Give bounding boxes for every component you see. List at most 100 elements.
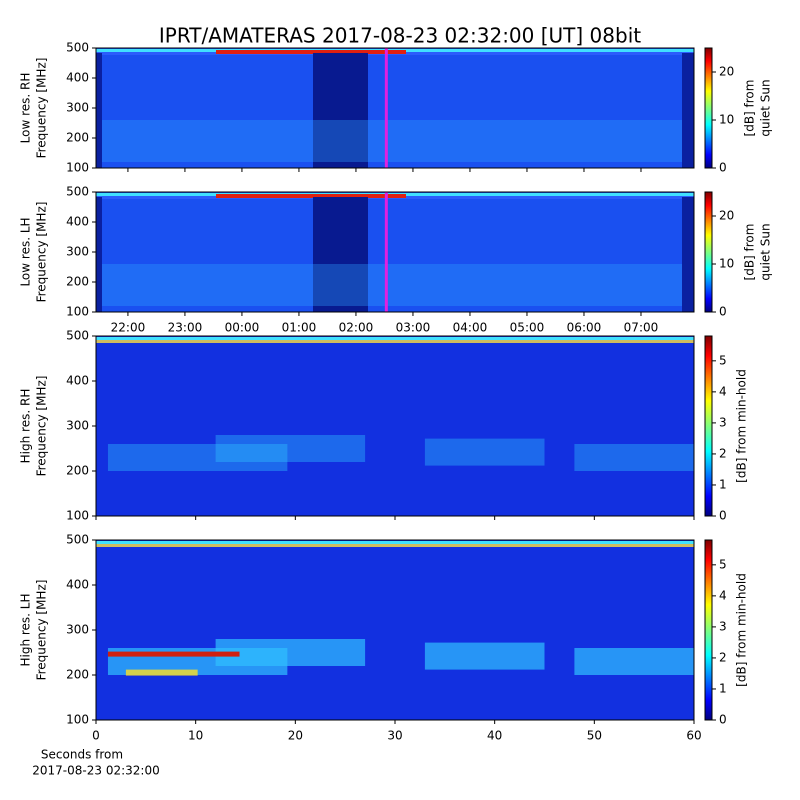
spectrogram-edge	[682, 53, 694, 168]
x-tick-label: 22:00	[111, 321, 146, 335]
spectrogram-burst	[424, 642, 545, 670]
y-axis-label: Low res. RH	[19, 73, 33, 144]
colorbar-tick-label: 1	[719, 477, 727, 491]
colorbar-tick-label: 0	[719, 305, 727, 319]
y-tick-label: 200	[66, 668, 89, 682]
x-caption: 2017-08-23 02:32:00	[32, 764, 159, 778]
spectrogram-burst	[424, 438, 545, 466]
x-tick-label: 10	[188, 729, 203, 743]
x-tick-label: 07:00	[624, 321, 659, 335]
spectrogram-band	[96, 340, 694, 343]
colorbar-tick-label: 20	[719, 65, 734, 79]
x-tick-label: 01:00	[282, 321, 317, 335]
x-tick-label: 30	[387, 729, 402, 743]
x-tick-label: 20	[288, 729, 303, 743]
colorbar-label: [dB] from min-hold	[735, 573, 749, 687]
y-tick-label: 300	[66, 101, 89, 115]
y-tick-label: 200	[66, 275, 89, 289]
spectrogram	[96, 192, 694, 312]
y-tick-label: 400	[66, 578, 89, 592]
y-axis-label: High res. LH	[19, 593, 33, 666]
y-tick-label: 200	[66, 131, 89, 145]
colorbar-tick-label: 2	[719, 650, 727, 664]
spectrogram-band	[96, 544, 694, 547]
spectrogram-band	[96, 120, 694, 162]
colorbar	[704, 539, 713, 721]
spectrogram-band	[216, 194, 406, 198]
y-tick-label: 300	[66, 245, 89, 259]
y-tick-label: 300	[66, 419, 89, 433]
y-tick-label: 400	[66, 215, 89, 229]
colorbar-label: [dB] from	[743, 80, 757, 137]
y-axis-label: Low res. LH	[19, 217, 33, 286]
spectrogram-band	[96, 337, 694, 340]
y-tick-label: 500	[66, 329, 89, 343]
spectrogram	[96, 48, 694, 168]
colorbar-label: quiet Sun	[759, 79, 773, 136]
spectrogram-burst	[107, 651, 240, 657]
y-axis-label: Frequency [MHz]	[35, 58, 49, 159]
figure-title: IPRT/AMATERAS 2017-08-23 02:32:00 [UT] 0…	[159, 24, 641, 48]
spectrogram-burst	[574, 444, 694, 471]
y-axis-label: Frequency [MHz]	[35, 202, 49, 303]
y-tick-label: 400	[66, 71, 89, 85]
spectrogram-burst	[574, 648, 694, 675]
y-axis-label: Frequency [MHz]	[35, 580, 49, 681]
colorbar-tick-label: 0	[719, 713, 727, 727]
y-tick-label: 400	[66, 374, 89, 388]
x-tick-label: 00:00	[225, 321, 260, 335]
y-tick-label: 100	[66, 713, 89, 727]
spectrogram-burst	[107, 444, 288, 471]
spectrogram-band	[216, 50, 406, 54]
y-tick-label: 500	[66, 533, 89, 547]
colorbar-tick-label: 0	[719, 161, 727, 175]
spectrogram-band	[96, 264, 694, 306]
colorbar-tick-label: 10	[719, 113, 734, 127]
colorbar-tick-label: 5	[719, 557, 727, 571]
y-tick-label: 500	[66, 41, 89, 55]
colorbar-tick-label: 2	[719, 446, 727, 460]
spectrogram-dark	[313, 53, 368, 168]
colorbar-label: [dB] from min-hold	[735, 369, 749, 483]
y-tick-label: 500	[66, 185, 89, 199]
spectrogram-edge	[96, 197, 102, 312]
colorbar	[704, 47, 713, 169]
x-tick-label: 05:00	[510, 321, 545, 335]
spectrogram-dark	[313, 197, 368, 312]
y-tick-label: 100	[66, 509, 89, 523]
x-tick-label: 06:00	[567, 321, 602, 335]
spectrogram	[96, 336, 694, 516]
x-tick-label: 50	[587, 729, 602, 743]
colorbar-label: quiet Sun	[759, 223, 773, 280]
colorbar-tick-label: 4	[719, 384, 727, 398]
y-tick-label: 200	[66, 464, 89, 478]
y-tick-label: 100	[66, 305, 89, 319]
colorbar	[704, 191, 713, 313]
x-tick-label: 40	[487, 729, 502, 743]
colorbar-tick-label: 0	[719, 509, 727, 523]
colorbar-tick-label: 1	[719, 681, 727, 695]
spectrogram-edge	[96, 53, 102, 168]
spectrogram-burst	[215, 639, 366, 666]
colorbar-tick-label: 3	[719, 415, 727, 429]
y-axis-label: High res. RH	[19, 389, 33, 464]
spectrogram-edge	[682, 197, 694, 312]
colorbar-tick-label: 5	[719, 353, 727, 367]
spectrogram-band	[96, 541, 694, 544]
x-tick-label: 03:00	[396, 321, 431, 335]
y-tick-label: 100	[66, 161, 89, 175]
x-tick-label: 02:00	[339, 321, 374, 335]
x-caption: Seconds from	[41, 748, 123, 762]
colorbar-tick-label: 10	[719, 257, 734, 271]
colorbar-tick-label: 20	[719, 209, 734, 223]
y-tick-label: 300	[66, 623, 89, 637]
x-tick-label: 60	[686, 729, 701, 743]
colorbar-tick-label: 3	[719, 619, 727, 633]
colorbar-tick-label: 4	[719, 588, 727, 602]
colorbar	[704, 335, 713, 517]
x-tick-label: 04:00	[453, 321, 488, 335]
spectrogram	[96, 540, 694, 720]
y-axis-label: Frequency [MHz]	[35, 376, 49, 477]
x-tick-label: 0	[92, 729, 100, 743]
